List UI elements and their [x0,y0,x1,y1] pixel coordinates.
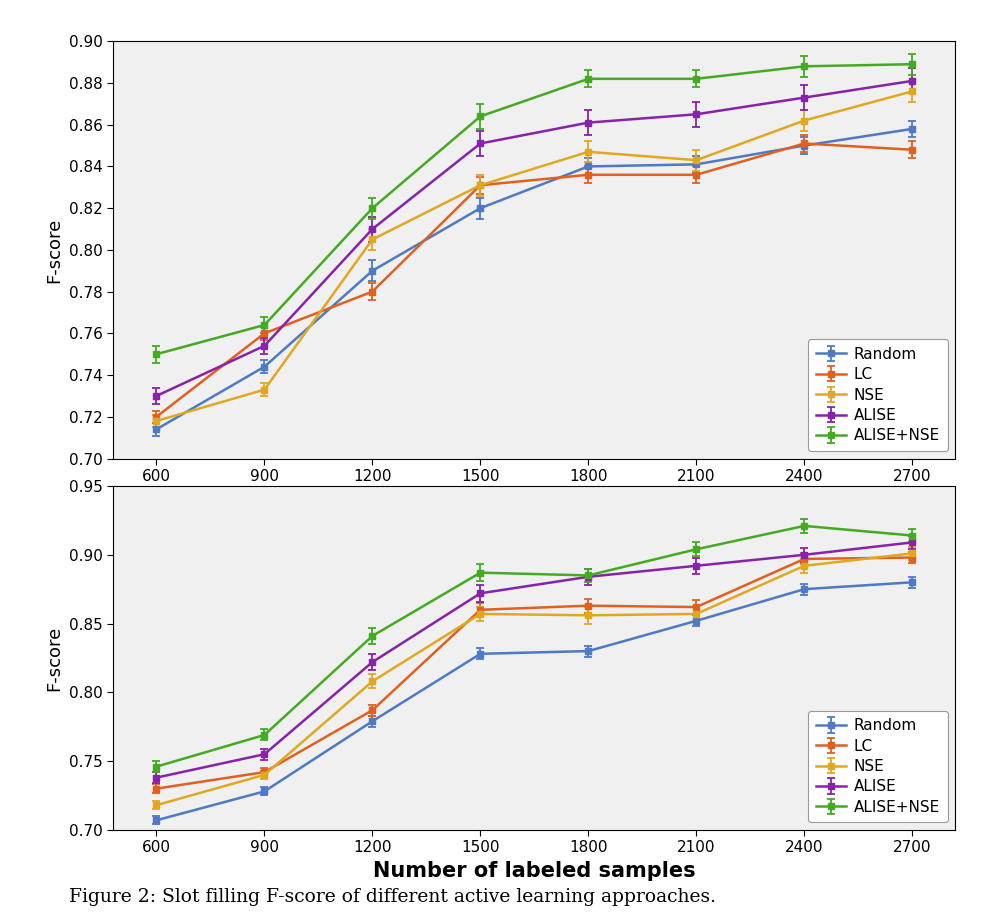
X-axis label: Number of labeled samples: Number of labeled samples [373,861,695,881]
Text: Figure 2: Slot filling F-score of different active learning approaches.: Figure 2: Slot filling F-score of differ… [69,888,716,906]
Y-axis label: F-score: F-score [45,625,63,691]
Legend: Random, LC, NSE, ALISE, ALISE+NSE: Random, LC, NSE, ALISE, ALISE+NSE [808,711,948,823]
Y-axis label: F-score: F-score [45,217,63,282]
Legend: Random, LC, NSE, ALISE, ALISE+NSE: Random, LC, NSE, ALISE, ALISE+NSE [808,339,948,451]
